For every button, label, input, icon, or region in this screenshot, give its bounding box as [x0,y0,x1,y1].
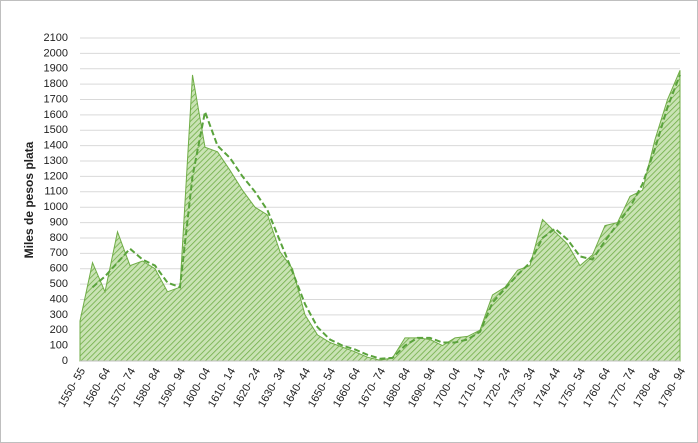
y-tick-label: 1600 [44,109,68,121]
y-tick-label: 1900 [44,63,68,75]
y-tick-label: 700 [50,247,68,259]
y-tick-label: 1200 [44,170,68,182]
y-tick-label: 1500 [44,124,68,136]
y-tick-label: 2100 [44,32,68,44]
y-tick-label: 500 [50,278,68,290]
y-tick-label: 1400 [44,140,68,152]
y-tick-label: 0 [62,355,68,367]
y-tick-label: 900 [50,216,68,228]
y-tick-label: 1700 [44,93,68,105]
y-tick-label: 1000 [44,201,68,213]
y-tick-label: 1100 [44,186,68,198]
y-tick-label: 100 [50,340,68,352]
y-tick-label: 300 [50,309,68,321]
y-axis-label: Miles de pesos plata [22,141,36,258]
area [79,70,681,362]
y-tick-label: 1800 [44,78,68,90]
y-tick-label: 2000 [44,47,68,59]
y-tick-label: 800 [50,232,68,244]
y-tick-label: 200 [50,324,68,336]
y-tick-label: 600 [50,263,68,275]
y-tick-label: 400 [50,293,68,305]
moving-average-line [91,74,681,360]
y-tick-label: 1300 [44,155,68,167]
